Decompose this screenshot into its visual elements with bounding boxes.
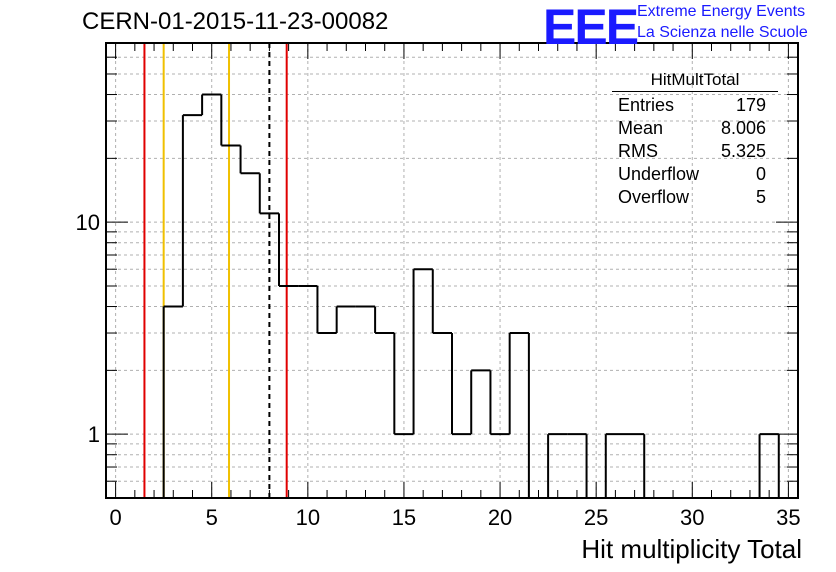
stats-row-entries: Entries 179 (612, 94, 778, 117)
stats-label: Entries (618, 95, 675, 115)
x-tick-label: 0 (109, 505, 121, 530)
x-tick-label: 35 (776, 505, 800, 530)
frame-layer (105, 42, 799, 499)
histogram-layer (162, 93, 780, 498)
x-axis-label: Hit multiplicity Total (581, 534, 802, 564)
x-tick-label: 10 (296, 505, 320, 530)
stats-label: RMS (618, 141, 658, 161)
eee-logo: EEE (543, 0, 639, 55)
stats-value: 179 (735, 95, 766, 115)
x-tick-label: 5 (206, 505, 218, 530)
stats-title: HitMultTotal (612, 69, 778, 92)
plot-frame (105, 42, 799, 499)
stats-label: Mean (618, 118, 664, 138)
logo-line-1: Extreme Energy Events (637, 3, 806, 20)
x-tick-label: 30 (680, 505, 704, 530)
stats-value: 8.006 (720, 118, 766, 138)
tick-layer: 0 5 10 15 20 25 30 35 1 10 (76, 42, 801, 530)
stats-row-overflow: Overflow 5 (612, 186, 778, 209)
stats-row-mean: Mean 8.006 (612, 117, 778, 140)
x-tick-label: 25 (584, 505, 608, 530)
x-tick-label: 20 (488, 505, 512, 530)
logo-line-2: La Scienza nelle Scuole (637, 24, 808, 41)
stats-label: Underflow (618, 164, 700, 184)
x-tick-label: 15 (392, 505, 416, 530)
stats-row-underflow: Underflow 0 (612, 163, 778, 186)
stats-box: HitMultTotal Entries 179 Mean 8.006 RMS … (612, 69, 778, 209)
y-tick-label: 10 (76, 210, 100, 235)
stats-row-rms: RMS 5.325 (612, 140, 778, 163)
stats-value: 5 (755, 187, 766, 207)
chart-title: CERN-01-2015-11-23-00082 (82, 8, 389, 35)
y-tick-label: 1 (88, 422, 100, 447)
vertical-line-layer (143, 43, 288, 498)
stats-value: 5.325 (720, 141, 766, 161)
stats-value: 0 (755, 164, 766, 184)
stats-label: Overflow (618, 187, 690, 207)
